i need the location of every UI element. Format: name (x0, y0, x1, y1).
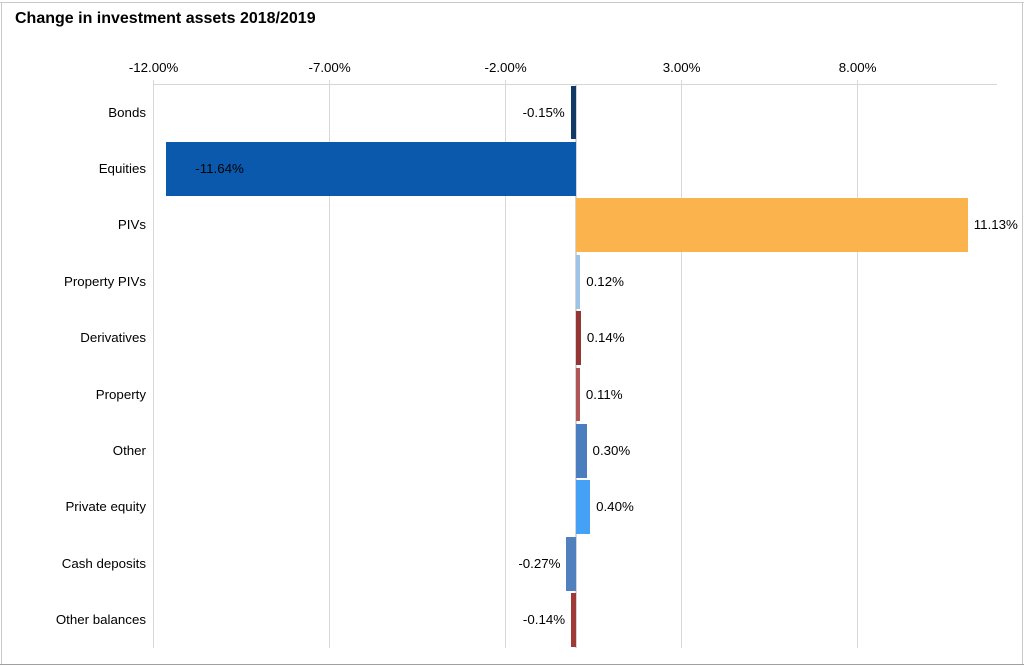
axis-tick-label: 8.00% (838, 59, 877, 75)
data-label: -0.15% (522, 104, 565, 120)
gridline (152, 80, 155, 649)
bar-other (576, 424, 587, 478)
chart-title: Change in investment assets 2018/2019 (15, 10, 316, 27)
axis-tick-label: -2.00% (484, 59, 527, 75)
category-label: Property PIVs (63, 273, 146, 289)
data-label: -0.14% (522, 612, 566, 628)
category-label: Other (112, 442, 146, 458)
data-label: 0.12% (586, 273, 624, 289)
bar-private-equity (576, 480, 591, 535)
data-label: 11.13% (973, 217, 1018, 233)
bar-other-balances (571, 593, 576, 647)
bar-derivatives (576, 311, 581, 365)
category-label: Property (95, 386, 146, 402)
data-label: 0.11% (585, 386, 623, 402)
category-label: Bonds (108, 104, 146, 120)
chart-frame-top (0, 2, 1024, 4)
gridline (504, 80, 507, 649)
category-label: Derivatives (80, 330, 146, 346)
zero-axis-line (575, 84, 577, 649)
category-label: Cash deposits (61, 555, 146, 571)
category-label: PIVs (117, 217, 146, 233)
bar-pivs (576, 198, 968, 253)
axis-tick-label: -12.00% (128, 59, 179, 75)
data-label: -0.27% (518, 555, 561, 571)
data-label: 0.40% (596, 499, 634, 515)
axis-tick-label: 3.00% (662, 59, 701, 75)
chart-frame-right (1021, 2, 1023, 664)
data-label: 0.30% (592, 442, 631, 458)
chart-frame-bottom (0, 663, 1024, 666)
gridline (328, 80, 331, 649)
category-label: Private equity (65, 499, 146, 515)
bar-property-pivs (576, 254, 581, 309)
category-label: Equities (98, 160, 146, 176)
data-label: -11.64% (195, 160, 244, 176)
gridline (680, 80, 683, 649)
axis-tick-label: -7.00% (308, 59, 351, 75)
bar-bonds (570, 85, 576, 140)
gridline (856, 80, 859, 649)
bar-property (576, 367, 580, 422)
chart-frame-left (1, 2, 3, 664)
plot-top-border (153, 83, 997, 85)
bar-cash-deposits (566, 536, 576, 591)
data-label: 0.14% (586, 330, 625, 346)
category-label: Other balances (55, 612, 146, 628)
bar-equities (166, 142, 576, 196)
